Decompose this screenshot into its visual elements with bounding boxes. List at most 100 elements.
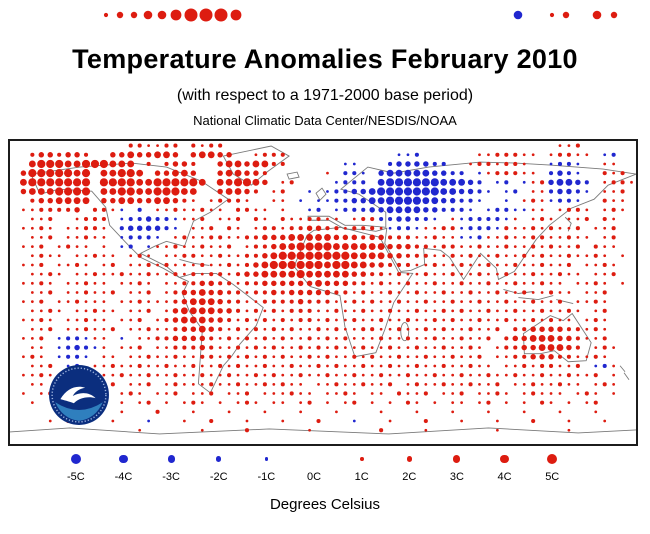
anomaly-dot	[441, 226, 446, 231]
anomaly-dot	[271, 243, 277, 250]
anomaly-dot	[361, 235, 366, 240]
anomaly-dot	[146, 354, 151, 359]
anomaly-dot	[93, 236, 97, 239]
anomaly-dot	[317, 337, 320, 340]
anomaly-dot	[146, 308, 151, 313]
anomaly-dot	[522, 318, 526, 322]
anomaly-dot	[378, 262, 384, 268]
anomaly-dot	[549, 392, 553, 395]
anomaly-dot	[495, 152, 500, 157]
anomaly-dot	[225, 169, 233, 177]
anomaly-dot	[603, 190, 607, 193]
anomaly-dot	[129, 346, 133, 349]
anomaly-dot	[341, 270, 349, 278]
anomaly-dot	[450, 272, 455, 277]
anomaly-dot	[173, 373, 178, 378]
anomaly-dot	[496, 263, 499, 267]
anomaly-dot	[137, 281, 142, 286]
anomaly-dot	[538, 344, 546, 352]
anomaly-dot	[236, 263, 240, 267]
anomaly-dot	[245, 382, 249, 386]
anomaly-dot	[165, 401, 168, 405]
anomaly-dot	[433, 309, 437, 313]
anomaly-dot	[531, 309, 535, 313]
anomaly-dot	[388, 345, 393, 350]
anomaly-dot	[174, 217, 177, 221]
coastline-south-america	[178, 272, 264, 394]
anomaly-dot	[442, 272, 446, 276]
anomaly-dot	[66, 291, 70, 294]
anomaly-dot	[513, 308, 518, 313]
anomaly-dot	[504, 263, 508, 267]
anomaly-dot	[57, 263, 61, 267]
anomaly-dot	[496, 309, 499, 313]
anomaly-dot	[289, 327, 294, 332]
anomaly-dot	[575, 179, 581, 186]
anomaly-dot	[405, 336, 411, 341]
anomaly-dot	[450, 207, 455, 212]
anomaly-dot	[478, 171, 481, 175]
anomaly-dot	[93, 364, 97, 368]
anomaly-dot	[110, 152, 116, 158]
anomaly-dot	[182, 253, 187, 258]
coastline-greenland	[222, 145, 290, 186]
anomaly-dot	[191, 281, 196, 286]
anomaly-dot	[531, 226, 536, 231]
anomaly-dot	[288, 270, 296, 278]
anomaly-dot	[326, 382, 329, 386]
anomaly-dot	[326, 171, 329, 175]
anomaly-dot	[487, 272, 490, 276]
anomaly-dot	[469, 263, 472, 267]
anomaly-dot	[253, 253, 258, 258]
legend-item-label: -1C	[257, 471, 276, 483]
anomaly-dot	[138, 337, 142, 340]
anomaly-dot	[326, 190, 329, 193]
page-title: Temperature Anomalies February 2010	[72, 44, 578, 74]
legend-item-label: -2C	[209, 471, 228, 483]
anomaly-dot	[370, 401, 374, 405]
anomaly-dot	[602, 262, 607, 268]
legend-item: 3C	[433, 452, 481, 483]
anomaly-dot	[432, 262, 437, 268]
anomaly-dot	[261, 160, 269, 168]
anomaly-dot	[612, 190, 616, 193]
anomaly-dot	[433, 226, 437, 230]
anomaly-dot	[117, 178, 126, 187]
anomaly-dot	[137, 207, 142, 212]
anomaly-dot	[415, 392, 419, 395]
anomaly-dot	[414, 161, 420, 167]
anomaly-dot	[207, 151, 215, 159]
anomaly-dot	[138, 401, 142, 405]
anomaly-dot	[120, 410, 124, 414]
anomaly-dot	[406, 309, 410, 313]
anomaly-dot	[156, 208, 159, 212]
anomaly-dot	[487, 208, 490, 212]
anomaly-dot	[183, 382, 186, 386]
anomaly-dot	[296, 251, 305, 260]
anomaly-dot	[227, 327, 231, 331]
anomaly-dot	[198, 178, 206, 186]
anomaly-dot	[30, 373, 34, 377]
anomaly-dot	[558, 144, 562, 147]
anomaly-dot	[459, 308, 464, 313]
anomaly-dot	[138, 382, 142, 386]
anomaly-dot	[370, 364, 374, 368]
anomaly-dot	[281, 392, 285, 395]
anomaly-dot	[145, 178, 153, 186]
anomaly-dot	[315, 225, 322, 231]
anomaly-dot	[191, 226, 195, 230]
anomaly-dot	[22, 318, 25, 322]
anomaly-dot	[531, 382, 536, 387]
anomaly-dot	[254, 382, 258, 386]
anomaly-dot	[308, 190, 311, 193]
anomaly-dot	[227, 392, 231, 395]
anomaly-dot	[308, 346, 311, 349]
anomaly-dot	[478, 309, 481, 313]
anomaly-dot	[531, 373, 535, 377]
anomaly-dot	[566, 188, 572, 195]
anomaly-dot	[92, 226, 98, 231]
anomaly-dot	[281, 226, 285, 230]
anomaly-dot	[611, 235, 616, 240]
anomaly-dot	[263, 410, 267, 414]
anomaly-dot	[182, 198, 187, 203]
